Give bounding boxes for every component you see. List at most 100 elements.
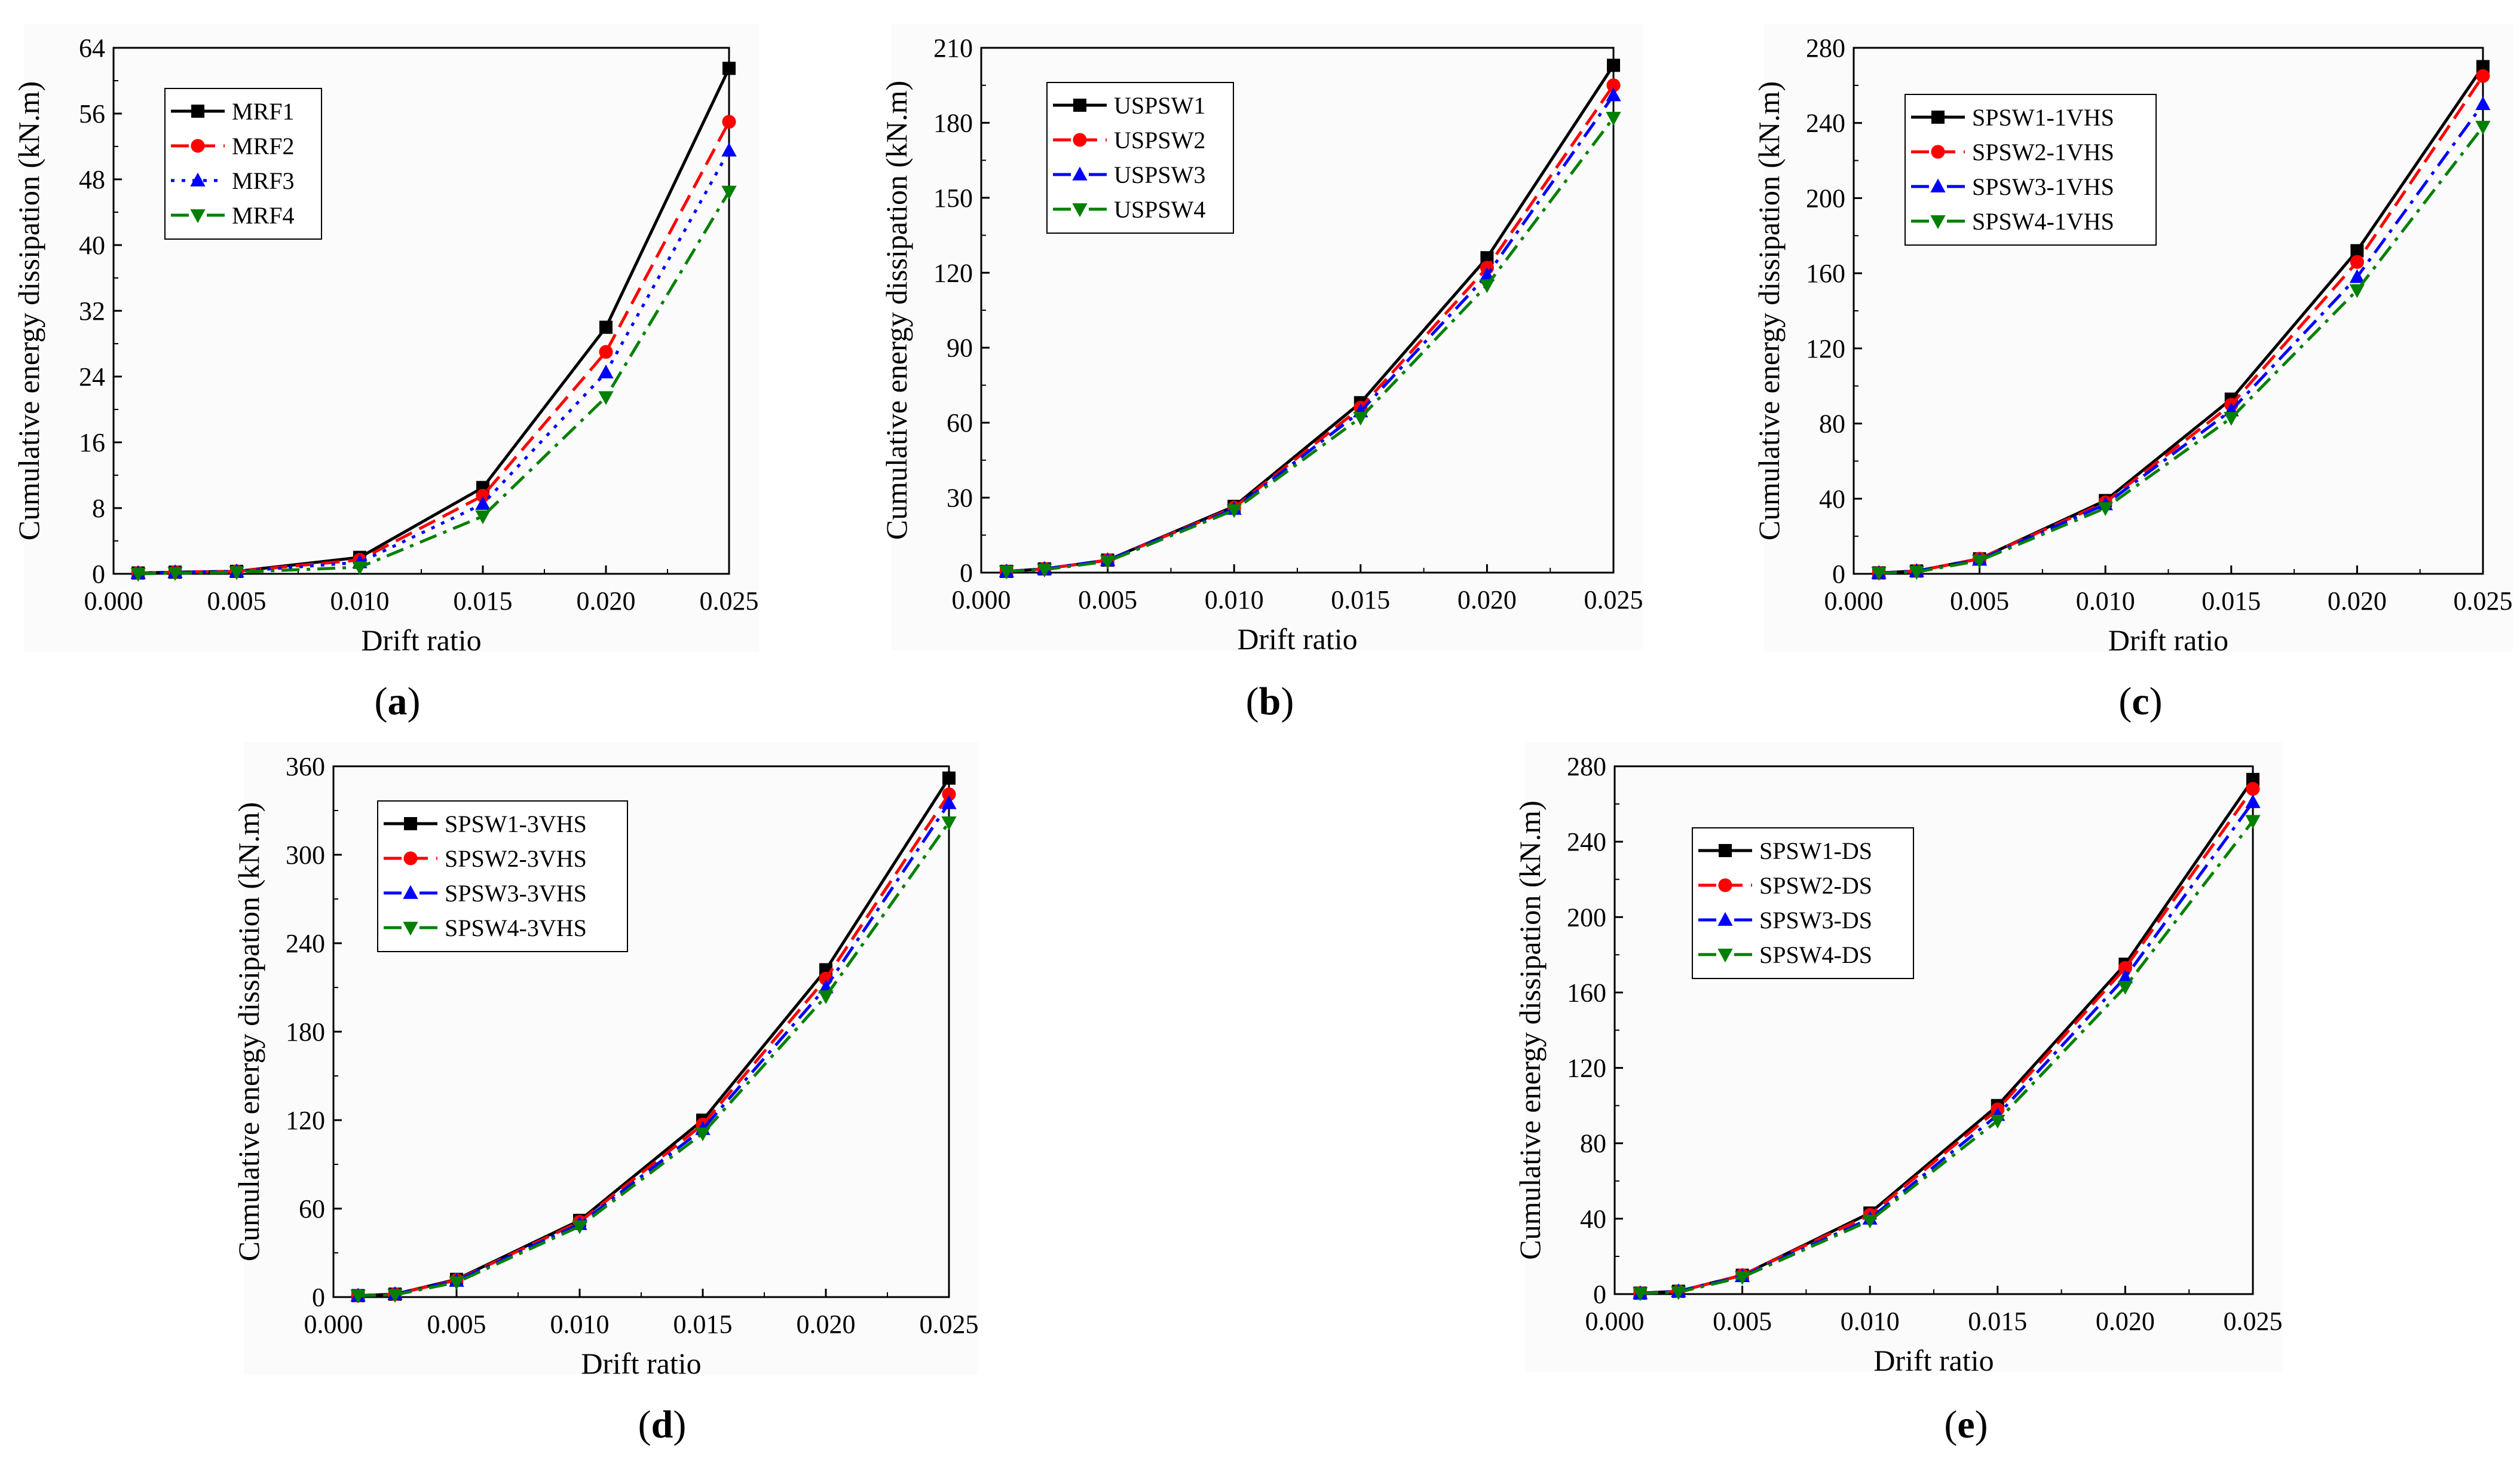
data-point [1606,87,1621,102]
x-tick-label: 0.005 [1078,585,1137,614]
legend-marker [1072,166,1088,181]
x-tick-label: 0.010 [1841,1307,1900,1336]
data-point [449,1276,464,1290]
series-SPSW4-1VHS [1871,121,2491,581]
data-point [2098,502,2113,516]
data-point [2476,60,2490,74]
data-point [476,488,490,503]
y-tick-label: 40 [79,231,105,260]
legend-box [164,88,322,240]
y-tick-label: 120 [286,1106,325,1135]
legend-label: MRF2 [232,133,295,160]
y-tick-label: 0 [960,558,973,588]
data-point [2349,284,2365,298]
legend-marker [403,851,418,866]
x-tick-label: 0.020 [797,1310,856,1339]
data-point [2350,255,2364,269]
legend-label: SPSW2-3VHS [445,845,587,872]
y-tick-label: 60 [947,408,973,438]
panel-background [24,24,759,652]
y-tick-label: 24 [79,362,105,392]
data-point [2349,269,2365,283]
y-tick-label: 210 [933,33,973,63]
y-tick-label: 0 [312,1283,325,1312]
data-point [941,795,957,809]
data-point [2475,96,2491,111]
data-point [2117,970,2133,984]
panel-caption: (e) [1944,1403,1988,1447]
x-tick-label: 0.015 [673,1310,733,1339]
data-point [1734,1271,1750,1285]
chart-panel-b: 0 30 60 90 120 150 180 210 0.000 0.005 0.010 0.015 0… [880,24,1643,723]
y-tick-label: 280 [1806,33,1845,63]
y-axis-label: Cumulative energy dissipation (kN.m) [880,81,913,540]
legend-marker [1073,133,1087,147]
legend-label: USPSW3 [1114,161,1205,188]
series-SPSW4-3VHS [350,816,957,1304]
y-tick-label: 300 [286,840,325,870]
legend-marker [190,209,206,224]
legend-marker [403,922,418,936]
y-axis-label: Cumulative energy dissipation (kN.m) [232,802,265,1261]
data-point [818,990,834,1004]
data-point [1479,279,1495,293]
y-tick-label: 120 [933,258,973,288]
legend-marker [1073,99,1086,112]
data-point [2224,412,2239,426]
data-point [599,345,613,359]
data-point [1606,78,1621,93]
data-point [2246,773,2259,787]
x-tick-label: 0.015 [1331,585,1390,614]
x-tick-label: 0.000 [84,586,143,616]
x-tick-label: 0.000 [304,1310,363,1339]
data-point [999,565,1014,580]
y-tick-label: 40 [1580,1204,1606,1234]
legend-label: USPSW4 [1114,196,1205,223]
legend-label: SPSW3-1VHS [1972,173,2114,200]
legend-label: MRF1 [232,98,295,125]
data-point [2245,815,2261,829]
legend: SPSW1-DS SPSW2-DS SPSW3-DS SPSW4-DS [1692,827,1914,979]
x-tick-label: 0.000 [1824,586,1884,616]
legend-marker [1931,145,1945,159]
data-point [1100,555,1116,570]
y-axis-label: Cumulative energy dissipation (kN.m) [12,81,45,540]
x-tick-label: 0.010 [330,586,390,616]
legend: SPSW1-3VHS SPSW2-3VHS SPSW3-3VHS SPSW4-3VHS [377,800,628,952]
data-point [1909,565,1924,580]
y-tick-label: 80 [1580,1129,1606,1158]
legend-marker [1719,844,1732,857]
data-point [1990,1114,2005,1129]
data-point [1037,564,1052,578]
series-MRF4 [130,185,737,582]
legend-label: MRF3 [232,167,295,194]
x-axis-label: Drift ratio [361,623,481,657]
data-point [721,142,737,157]
legend-marker [191,139,205,153]
x-tick-label: 0.025 [2454,586,2513,616]
data-point [1607,59,1620,72]
legend-marker [1930,178,1946,192]
legend-label: SPSW1-3VHS [445,811,587,837]
legend-label: SPSW3-3VHS [445,880,587,907]
y-tick-label: 90 [947,334,973,363]
x-tick-label: 0.025 [700,586,759,616]
legend-label: SPSW3-DS [1759,907,1872,934]
chart-panel-c: 0 40 80 120 160 200 240 280 0.000 0.005 0.010 0.015… [1752,24,2513,723]
legend-label: SPSW1-DS [1759,837,1872,864]
legend-marker [403,885,418,899]
legend-marker [191,105,204,118]
x-tick-label: 0.005 [1713,1307,1772,1336]
data-point [2117,981,2133,995]
data-point [722,62,736,75]
y-tick-label: 240 [286,929,325,958]
panel-caption: (a) [375,680,421,723]
x-tick-label: 0.005 [1950,586,2009,616]
data-point [695,1127,711,1142]
x-tick-label: 0.015 [454,586,513,616]
data-point [942,771,956,785]
y-tick-label: 240 [1806,109,1845,138]
legend: SPSW1-1VHS SPSW2-1VHS SPSW3-1VHS SPSW4-1VHS [1904,94,2157,246]
data-point [2245,794,2261,808]
